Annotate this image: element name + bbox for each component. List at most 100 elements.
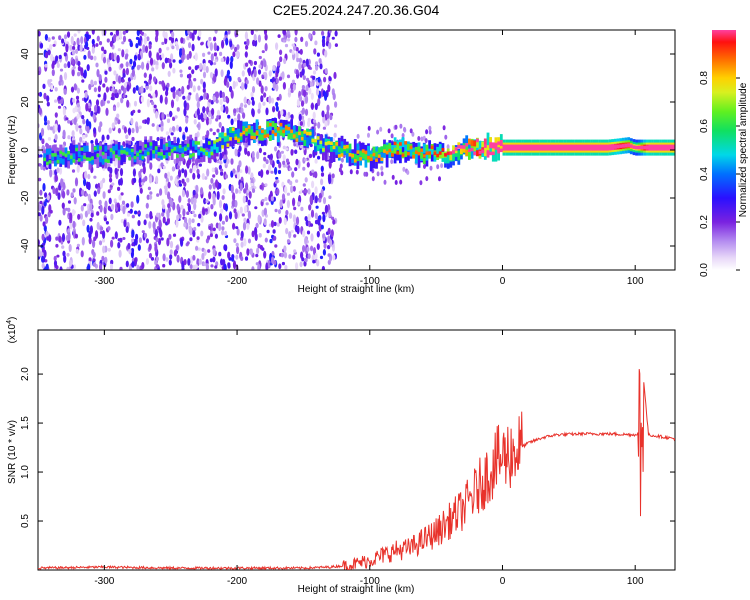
noise-mark <box>108 66 112 72</box>
ridge-mark <box>361 149 365 153</box>
noise-mark <box>229 60 233 70</box>
noise-mark <box>263 208 267 216</box>
noise-mark <box>146 117 150 122</box>
noise-mark <box>310 245 314 252</box>
ridge-mark <box>271 121 275 128</box>
ridge-mark <box>497 147 500 154</box>
noise-mark <box>180 37 184 44</box>
noise-mark <box>93 262 97 267</box>
ridge-mark <box>250 129 254 136</box>
noise-mark <box>290 185 294 194</box>
ridge-mark <box>614 145 617 149</box>
ridge-mark <box>377 154 381 158</box>
noise-mark <box>173 158 177 165</box>
noise-mark <box>289 167 293 171</box>
noise-mark <box>329 239 333 247</box>
noise-mark <box>317 76 321 83</box>
ridge-mark <box>359 150 362 157</box>
ridge-mark <box>330 141 333 145</box>
noise-mark <box>46 120 50 125</box>
noise-mark <box>104 256 108 264</box>
ridge-mark <box>316 145 320 152</box>
noise-mark <box>222 97 226 103</box>
noise-mark <box>41 205 45 215</box>
noise-mark <box>41 233 45 241</box>
noise-mark <box>102 177 106 184</box>
ridge-mark <box>276 132 280 143</box>
ridge-mark <box>393 141 397 146</box>
noise-mark <box>52 43 56 47</box>
ridge-mark <box>170 144 174 151</box>
noise-mark <box>49 126 54 131</box>
noise-mark <box>230 158 234 165</box>
noise-mark <box>236 246 240 255</box>
ridge-mark <box>138 154 142 161</box>
ridge-mark <box>282 130 285 137</box>
noise-mark <box>192 230 196 238</box>
noise-mark <box>221 39 225 49</box>
ridge-mark <box>438 144 442 155</box>
ridge-mark <box>600 145 604 150</box>
ridge-mark <box>369 154 373 161</box>
noise-mark <box>320 178 324 186</box>
noise-mark <box>213 52 217 57</box>
noise-mark <box>221 195 225 200</box>
noise-mark <box>56 167 60 173</box>
noise-mark <box>124 55 128 60</box>
noise-mark <box>88 83 92 91</box>
noise-mark <box>83 72 87 79</box>
noise-mark <box>213 62 217 66</box>
noise-mark <box>321 211 325 215</box>
noise-mark <box>308 87 312 95</box>
noise-mark <box>61 202 65 209</box>
noise-mark <box>245 79 249 85</box>
noise-mark <box>41 262 45 269</box>
noise-mark <box>286 199 290 209</box>
noise-mark <box>112 80 116 85</box>
noise-mark <box>315 205 319 209</box>
ridge-mark <box>404 151 408 157</box>
ridge-mark <box>560 145 564 150</box>
ridge-mark <box>146 142 150 153</box>
ridge-mark <box>468 149 471 160</box>
noise-mark <box>221 230 225 236</box>
noise-mark <box>143 36 147 45</box>
ridge-mark <box>46 161 49 166</box>
noise-mark <box>184 169 188 178</box>
noise-mark <box>167 70 171 77</box>
noise-mark <box>65 43 69 53</box>
noise-mark <box>46 194 50 201</box>
noise-mark <box>39 189 43 196</box>
ridge-mark <box>489 137 492 148</box>
noise-mark <box>371 176 375 182</box>
noise-mark <box>428 125 432 131</box>
y-tick-label: 1.5 <box>20 416 31 430</box>
snr-ylabel: SNR (10 * v/v) <box>7 420 18 484</box>
noise-mark <box>55 243 59 248</box>
noise-mark <box>208 226 212 230</box>
noise-mark <box>240 256 244 261</box>
noise-mark <box>233 117 237 122</box>
noise-mark <box>294 30 298 36</box>
noise-mark <box>278 151 282 159</box>
ridge-mark <box>186 145 190 156</box>
noise-mark <box>298 57 302 63</box>
noise-mark <box>219 98 223 106</box>
ridge-mark <box>510 145 514 150</box>
noise-mark <box>296 225 300 235</box>
ridge-mark <box>574 145 577 150</box>
noise-mark <box>320 172 325 177</box>
ridge-mark <box>460 148 463 155</box>
noise-mark <box>167 171 171 178</box>
noise-mark <box>160 237 164 241</box>
noise-mark <box>286 239 291 244</box>
noise-mark <box>155 110 159 119</box>
ridge-mark <box>109 148 113 152</box>
ridge-mark <box>340 141 344 152</box>
noise-mark <box>220 258 224 266</box>
noise-mark <box>276 222 280 227</box>
ridge-mark <box>383 144 386 151</box>
ridge-mark <box>290 132 293 139</box>
noise-mark <box>282 39 286 43</box>
